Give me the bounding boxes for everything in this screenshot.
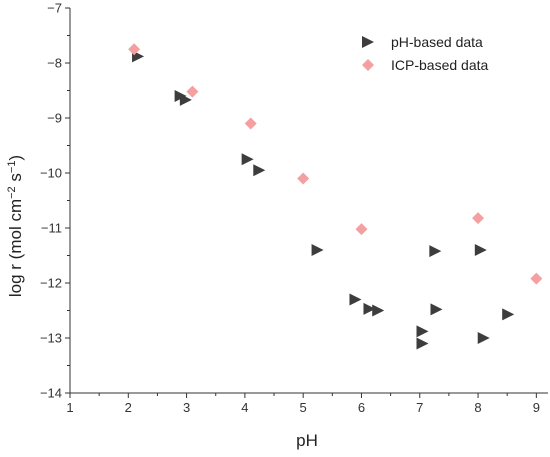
y-axis-title-end: ) [6,155,25,161]
y-tick-label: −9 [47,111,62,126]
icp-data-point [472,212,485,225]
icp-data-point [128,43,141,56]
y-axis-title-sup2: −1 [6,161,18,174]
legend-label-icp-based: ICP-based data [391,57,488,73]
y-tick-label: −13 [40,331,62,346]
x-tick-label: 3 [183,400,190,415]
legend: pH-based data ICP-based data [362,34,488,73]
legend-marker-ph-based [362,36,374,48]
icp-data-point [186,85,199,98]
legend-marker-icp-based [362,59,374,71]
ph-data-point [474,244,487,256]
y-axis-title-base: log r (mol cm [6,199,25,297]
x-tick-label: 5 [300,400,307,415]
x-tick-label: 4 [241,400,248,415]
icp-data-point [244,117,257,130]
x-tick-label: 9 [533,400,540,415]
ph-data-point [429,245,442,258]
series-icp-based [128,43,543,285]
y-axis-title-sup1: −2 [6,186,18,199]
icp-data-point [297,172,310,185]
y-tick-label: −8 [47,56,62,71]
ph-data-point [502,308,515,321]
y-axis: −7 −8 −9 −10 −11 −12 −13 −14 [40,1,70,401]
x-axis-title: pH [296,431,318,450]
ph-data-point [416,325,429,338]
x-tick-label: 8 [474,400,481,415]
ph-data-point [241,153,254,166]
y-tick-label: −11 [41,221,62,236]
series-ph-based [132,50,515,350]
ph-data-point [416,337,429,350]
ph-data-point [349,293,362,306]
ph-data-point [477,332,490,344]
ph-data-point [430,303,443,316]
x-axis: 1 2 3 4 5 6 7 8 9 [66,393,540,415]
x-tick-label: 2 [125,400,132,415]
ph-data-point [311,244,324,256]
y-tick-label: −12 [40,276,62,291]
icp-data-point [530,272,543,285]
x-tick-label: 6 [358,400,365,415]
x-tick-label: 1 [66,400,73,415]
x-tick-label: 7 [416,400,423,415]
y-axis-title-mid: s [6,173,25,186]
ph-data-point [253,164,266,177]
y-tick-label: −10 [40,166,62,181]
icp-data-point [355,223,368,236]
legend-label-ph-based: pH-based data [391,34,483,50]
y-axis-title: log r (mol cm−2 s−1) [6,155,25,297]
ph-data-point [363,302,376,315]
data-points [128,43,543,350]
ph-data-point [179,93,192,106]
y-tick-label: −7 [47,1,62,16]
y-tick-label: −14 [40,386,62,401]
ph-data-point [372,304,385,317]
